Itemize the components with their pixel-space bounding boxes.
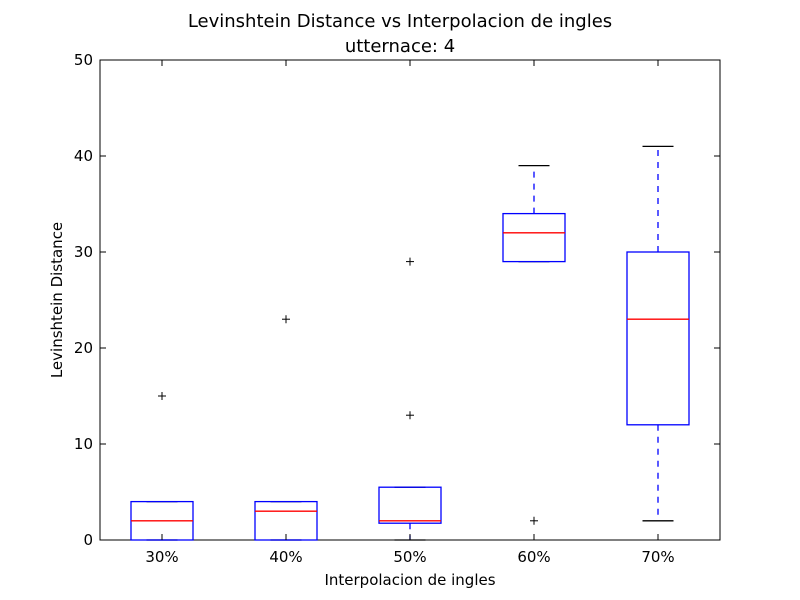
y-tick-label: 30 bbox=[74, 243, 93, 261]
x-axis: 30% 40% 50% 60% 70% bbox=[145, 60, 675, 566]
box-5 bbox=[626, 145, 690, 522]
box-iqr bbox=[626, 251, 690, 426]
outlier-point bbox=[406, 257, 414, 266]
outlier-point bbox=[530, 516, 538, 525]
x-tick-label: 30% bbox=[145, 548, 178, 566]
x-tick-label: 70% bbox=[641, 548, 674, 566]
chart-subtitle: utternace: 4 bbox=[345, 36, 455, 57]
y-tick-label: 20 bbox=[74, 339, 93, 357]
y-tick-label: 40 bbox=[74, 147, 93, 165]
y-axis: 0 10 20 30 40 50 bbox=[74, 51, 720, 549]
x-tick-label: 50% bbox=[393, 548, 426, 566]
x-tick-label: 60% bbox=[517, 548, 550, 566]
x-axis-label: Interpolacion de ingles bbox=[324, 571, 495, 589]
x-tick-label: 40% bbox=[269, 548, 302, 566]
y-tick-label: 50 bbox=[74, 51, 93, 69]
y-axis-label: Levinshtein Distance bbox=[48, 222, 66, 378]
y-tick-label: 0 bbox=[83, 531, 93, 549]
box-iqr bbox=[378, 486, 442, 524]
chart-title: Levinshtein Distance vs Interpolacion de… bbox=[188, 11, 612, 32]
box-4 bbox=[502, 164, 566, 525]
chart-marks bbox=[130, 145, 690, 541]
outlier-point bbox=[406, 411, 414, 420]
box-2 bbox=[254, 315, 318, 541]
box-3 bbox=[378, 257, 442, 541]
outlier-point bbox=[158, 392, 166, 400]
box-1 bbox=[130, 392, 194, 541]
box-iqr bbox=[502, 212, 566, 263]
outlier-point bbox=[282, 315, 290, 324]
y-tick-label: 10 bbox=[74, 435, 93, 453]
